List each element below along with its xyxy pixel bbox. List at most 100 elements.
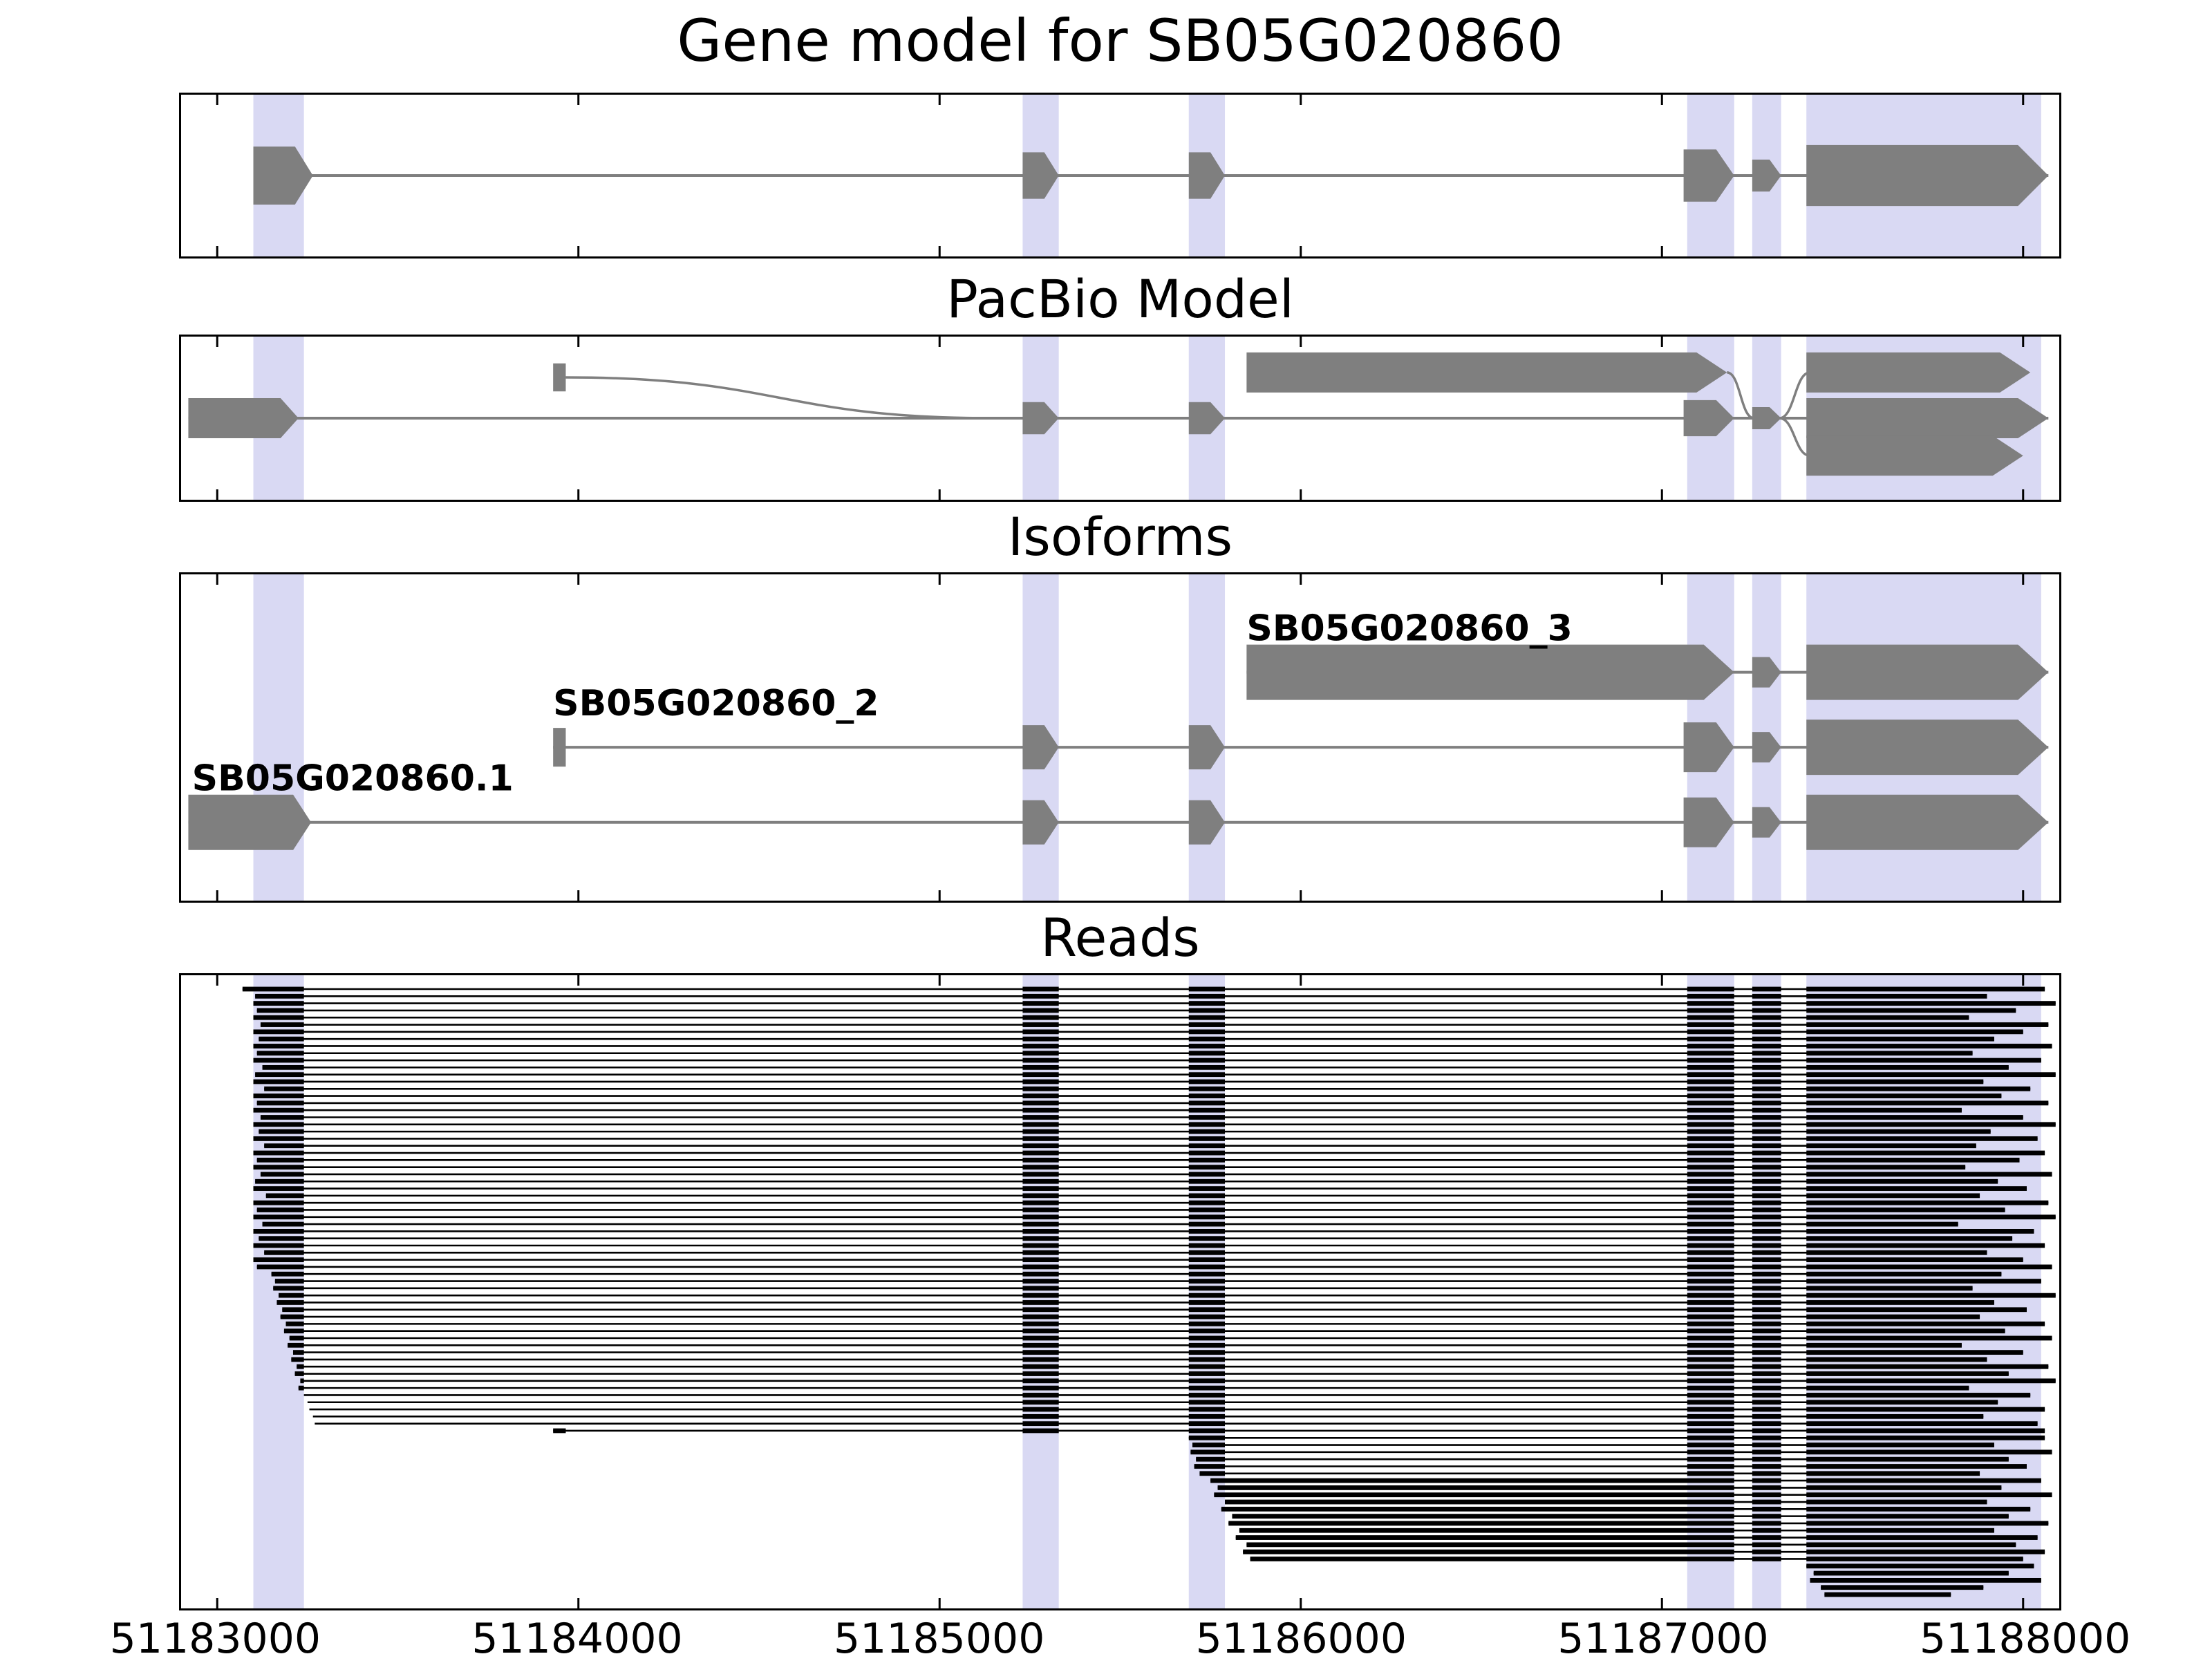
read-block <box>1022 1064 1059 1070</box>
read-block <box>260 1115 304 1120</box>
read-block <box>1806 1286 1973 1291</box>
exon <box>553 728 566 767</box>
read-block <box>1188 1257 1226 1263</box>
read-block <box>1239 1528 1734 1533</box>
read-block <box>1022 1107 1059 1113</box>
read-block <box>1188 1400 1226 1405</box>
read-block <box>1022 1221 1059 1227</box>
x-tick-label: 51185000 <box>833 1615 1045 1663</box>
read-block <box>253 1200 304 1205</box>
read-block <box>1806 1521 2049 1526</box>
read-block <box>1188 1407 1226 1412</box>
read-block <box>1752 1321 1781 1326</box>
read-block <box>1022 1072 1059 1078</box>
read-block <box>1188 1350 1226 1355</box>
reads-title: Reads <box>1040 907 1200 968</box>
read-block <box>1752 1143 1781 1149</box>
read-block <box>1022 1286 1059 1291</box>
read-block <box>1196 1456 1226 1462</box>
read-block <box>262 1064 304 1070</box>
read-block <box>1022 1293 1059 1298</box>
read-block <box>1806 1001 2056 1006</box>
read-block <box>1188 1428 1226 1434</box>
read-block <box>1806 1257 2023 1263</box>
highlight-band <box>253 975 304 1608</box>
highlight-band <box>1806 975 2041 1608</box>
read-block <box>1687 1413 1734 1419</box>
read-block <box>1022 1250 1059 1255</box>
read-block <box>1022 1086 1059 1091</box>
read-block <box>1188 1385 1226 1391</box>
read-block <box>1806 1200 2049 1205</box>
read-block <box>1188 1072 1226 1078</box>
read-block <box>1687 1086 1734 1091</box>
read-block <box>253 1093 304 1098</box>
read-block <box>1188 1200 1226 1205</box>
read-block <box>1752 1421 1781 1427</box>
read-block <box>1022 1079 1059 1084</box>
read-block <box>1806 1079 1984 1084</box>
read-block <box>298 1385 304 1391</box>
read-block <box>1687 1214 1734 1220</box>
highlight-band <box>1188 975 1226 1608</box>
read-block <box>1217 1485 1734 1490</box>
highlight-band <box>1022 975 1059 1608</box>
read-block <box>1752 1236 1781 1241</box>
read-block <box>1188 1286 1226 1291</box>
read-block <box>1188 1122 1226 1127</box>
read-block <box>1188 1335 1226 1341</box>
read-block <box>1752 1072 1781 1078</box>
read-block <box>265 1193 304 1199</box>
read-block <box>1806 1350 2023 1355</box>
exon <box>1022 152 1059 199</box>
read-block <box>1806 1443 1994 1447</box>
read-block <box>1752 1400 1781 1405</box>
exon <box>188 398 299 438</box>
read-block <box>1752 1044 1781 1049</box>
read-block <box>1806 1492 2052 1498</box>
read-block <box>1752 1464 1781 1469</box>
read-block <box>1687 1079 1734 1084</box>
read-block <box>1022 1122 1059 1127</box>
read-block <box>253 1229 304 1234</box>
exon <box>1188 152 1226 199</box>
read-block <box>1022 1393 1059 1398</box>
read-block <box>1752 1172 1781 1177</box>
read-block <box>1806 1413 1984 1419</box>
read-block <box>253 1165 304 1170</box>
read-block <box>1687 1200 1734 1205</box>
read-block <box>1188 1136 1226 1141</box>
exon <box>1806 644 2049 700</box>
read-block <box>1806 1015 1969 1020</box>
read-block <box>1687 1350 1734 1355</box>
read-block <box>1806 1165 1966 1170</box>
read-block <box>1806 1449 2052 1455</box>
read-block <box>1752 1229 1781 1234</box>
read-block <box>1188 1243 1226 1248</box>
read-block <box>1687 986 1734 992</box>
read-block <box>1752 1300 1781 1305</box>
read-block <box>256 1264 304 1270</box>
isoforms-canvas: SB05G020860_3 SB05G020860_2 SB05G020860.1 <box>188 574 2049 901</box>
read-block <box>1752 1542 1781 1548</box>
read-block <box>1752 1015 1781 1020</box>
read-block <box>1687 1456 1734 1462</box>
read-block <box>1752 1428 1781 1434</box>
read-block <box>1687 1271 1734 1277</box>
read-block <box>1188 1293 1226 1298</box>
read-block <box>1687 1122 1734 1127</box>
read-block <box>1022 1178 1059 1184</box>
read-block <box>1687 1243 1734 1248</box>
read-block <box>1806 1514 2009 1519</box>
read-block <box>1022 1271 1059 1277</box>
exon <box>1806 435 2023 476</box>
read-block <box>1022 1214 1059 1220</box>
read-block <box>1022 1371 1059 1376</box>
read-block <box>1806 1364 2049 1369</box>
read-block <box>1022 1051 1059 1056</box>
exon <box>1806 144 2049 207</box>
read-block <box>1022 1364 1059 1369</box>
read-block <box>1188 1236 1226 1241</box>
read-block <box>1752 1200 1781 1205</box>
read-block <box>1188 1214 1226 1220</box>
